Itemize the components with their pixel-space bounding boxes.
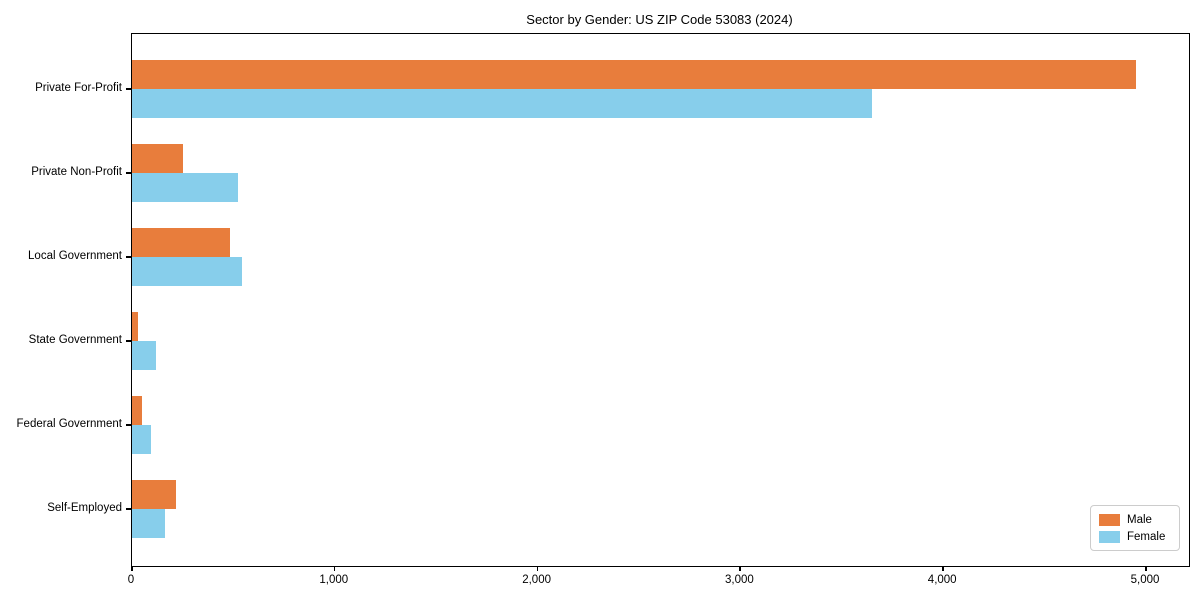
bar-female-private-non-profit — [132, 173, 239, 202]
y-tick — [126, 508, 131, 510]
legend-swatch-female-icon — [1099, 530, 1120, 543]
bar-female-local-government — [132, 257, 242, 286]
x-tick-label: 5,000 — [1130, 574, 1160, 586]
x-tick-label: 3,000 — [725, 574, 754, 586]
bar-male-local-government — [132, 228, 231, 257]
y-category-label: Local Government — [28, 250, 122, 262]
y-tick — [126, 256, 131, 258]
bar-male-private-non-profit — [132, 144, 183, 173]
y-category-label: Private Non-Profit — [31, 166, 122, 178]
bar-male-federal-government — [132, 396, 142, 425]
chart-title: Sector by Gender: US ZIP Code 53083 (202… — [526, 12, 793, 27]
x-tick — [1145, 566, 1147, 571]
x-tick — [131, 566, 133, 571]
bar-male-state-government — [132, 312, 139, 341]
y-tick — [126, 340, 131, 342]
legend-item-male: Male — [1091, 513, 1179, 526]
x-tick-label: 1,000 — [319, 574, 349, 586]
bar-female-federal-government — [132, 425, 151, 454]
bar-male-private-for-profit — [132, 60, 1136, 89]
y-category-label: Self-Employed — [47, 502, 122, 514]
y-tick — [126, 424, 131, 426]
x-tick-label: 4,000 — [927, 574, 957, 586]
legend-swatch-male-icon — [1099, 513, 1120, 526]
y-category-label: Federal Government — [16, 418, 122, 430]
bar-female-self-employed — [132, 509, 165, 538]
x-tick-label: 0 — [127, 574, 135, 586]
legend-item-female: Female — [1091, 530, 1179, 543]
x-tick — [739, 566, 741, 571]
bar-male-self-employed — [132, 480, 176, 509]
plot-area — [131, 33, 1190, 567]
x-tick — [942, 566, 944, 571]
x-tick — [536, 566, 539, 571]
legend-label-female: Female — [1127, 530, 1166, 543]
legend: Male Female — [1090, 505, 1180, 551]
y-tick — [126, 88, 131, 90]
x-tick-label: 2,000 — [522, 574, 551, 586]
legend-label-male: Male — [1127, 513, 1152, 526]
y-tick — [126, 172, 131, 174]
bar-female-private-for-profit — [132, 89, 873, 118]
y-category-label: State Government — [28, 334, 122, 346]
bar-female-state-government — [132, 341, 157, 370]
y-category-label: Private For-Profit — [35, 82, 122, 94]
x-tick — [333, 566, 336, 571]
